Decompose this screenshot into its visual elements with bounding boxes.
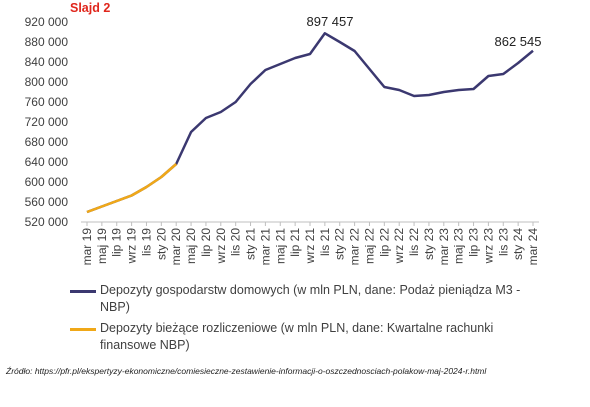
- series-line: [86, 32, 534, 214]
- x-tick-label: mar 23: [437, 228, 451, 266]
- x-tick-label: maj 20: [184, 228, 198, 264]
- x-tick-label: maj 23: [452, 228, 466, 264]
- legend-swatch: [70, 328, 96, 331]
- series-line: [86, 163, 178, 214]
- x-tick-label: mar 20: [169, 228, 183, 266]
- legend-label: Depozyty gospodarstw domowych (w mln PLN…: [100, 283, 521, 314]
- chart-title: Slajd 2: [70, 1, 110, 15]
- x-tick-label: sty 20: [154, 228, 168, 260]
- y-tick-label: 680 000: [25, 135, 69, 149]
- annotation: 897 457: [307, 14, 354, 29]
- x-tick-label: maj 19: [95, 228, 109, 264]
- y-tick-label: 560 000: [25, 195, 69, 209]
- y-tick-label: 800 000: [25, 75, 69, 89]
- y-tick-label: 880 000: [25, 35, 69, 49]
- y-tick-label: 640 000: [25, 155, 69, 169]
- x-tick-label: lip 19: [110, 228, 124, 257]
- x-tick-label: maj 22: [362, 228, 376, 264]
- x-tick-label: mar 21: [258, 228, 272, 266]
- y-tick-label: 760 000: [25, 95, 69, 109]
- legend-label: Depozyty bieżące rozliczeniowe (w mln PL…: [100, 321, 494, 352]
- x-tick-label: lis 22: [407, 228, 421, 256]
- x-tick-label: sty 24: [511, 228, 525, 260]
- chart: Slajd 2 520 000 560 000 600 000 640 000 680 …: [25, 1, 542, 266]
- x-tick-label: lip 22: [377, 228, 391, 257]
- x-tick-label: lis 23: [496, 228, 510, 256]
- x-tick-label: lip 21: [288, 228, 302, 257]
- legend-item: Depozyty gospodarstw domowych (w mln PLN…: [70, 282, 540, 316]
- x-tick-label: mar 24: [526, 228, 540, 266]
- x-tick-label: maj 21: [273, 228, 287, 264]
- x-tick-label: mar 22: [348, 228, 362, 266]
- y-tick-label: 920 000: [25, 15, 69, 29]
- annotation: 862 545: [495, 34, 542, 49]
- x-tick-label: wrz 21: [303, 228, 317, 265]
- x-tick-label: wrz 23: [481, 228, 495, 265]
- legend-item: Depozyty bieżące rozliczeniowe (w mln PL…: [70, 320, 540, 354]
- y-tick-label: 840 000: [25, 55, 69, 69]
- x-tick-label: sty 22: [333, 228, 347, 260]
- x-tick-label: sty 21: [244, 228, 258, 260]
- x-tick-label: lis 19: [139, 228, 153, 256]
- x-tick-label: wrz 22: [392, 228, 406, 265]
- x-tick-label: lip 20: [199, 228, 213, 257]
- x-tick-label: lip 23: [467, 228, 481, 257]
- x-tick-label: wrz 20: [214, 228, 228, 265]
- y-tick-label: 520 000: [25, 215, 69, 229]
- y-tick-label: 600 000: [25, 175, 69, 189]
- legend-swatch: [70, 290, 96, 293]
- x-tick-label: wrz 19: [125, 228, 139, 265]
- y-tick-label: 720 000: [25, 115, 69, 129]
- x-tick-label: lis 20: [229, 228, 243, 256]
- x-tick-label: sty 23: [422, 228, 436, 260]
- x-tick-label: mar 19: [80, 228, 94, 266]
- source: Źródło: https://pfr.pl/ekspertyzy-ekonom…: [6, 366, 487, 376]
- x-tick-label: lis 21: [318, 228, 332, 256]
